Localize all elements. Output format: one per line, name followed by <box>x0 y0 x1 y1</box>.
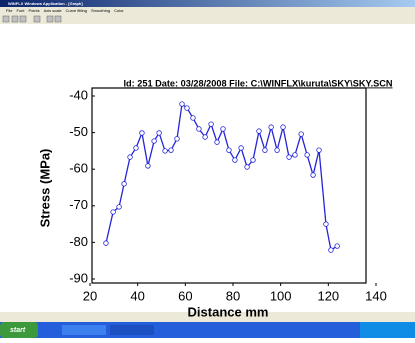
tool-button[interactable] <box>11 15 19 23</box>
data-point <box>323 221 329 227</box>
x-tick-label: 100 <box>270 288 292 303</box>
data-point <box>151 138 157 144</box>
data-point <box>110 209 116 215</box>
data-point <box>220 126 226 132</box>
start-label: start <box>10 327 26 334</box>
y-tick-label: -60 <box>69 161 88 176</box>
data-point <box>121 181 127 187</box>
window-title: WINFLX Windows Application - [Graph] <box>8 1 83 6</box>
data-point <box>328 247 334 253</box>
y-tick-label: -80 <box>69 234 88 249</box>
data-point <box>316 147 322 153</box>
title-bar <box>0 0 415 7</box>
data-point <box>103 240 109 246</box>
data-point <box>262 147 268 153</box>
menu-bar <box>0 7 415 14</box>
data-point <box>244 164 250 170</box>
data-point <box>292 152 298 158</box>
data-point <box>274 147 280 153</box>
data-point <box>286 154 292 160</box>
x-tick-label: 40 <box>130 288 144 303</box>
plot-frame <box>91 87 367 284</box>
task-button[interactable] <box>62 325 106 335</box>
data-point <box>226 147 232 153</box>
data-point <box>298 131 304 137</box>
menu-item[interactable]: File <box>6 8 13 13</box>
data-point <box>304 152 310 158</box>
y-tick-label: -70 <box>69 197 88 212</box>
tool-button[interactable] <box>33 15 41 23</box>
menu-item[interactable]: Font <box>16 8 25 13</box>
data-point <box>256 128 262 134</box>
x-tick-label: 60 <box>178 288 192 303</box>
data-point <box>174 136 180 142</box>
data-point <box>139 130 145 136</box>
data-point <box>190 115 196 121</box>
data-point <box>250 157 256 163</box>
tray <box>360 322 415 338</box>
data-point <box>196 126 202 132</box>
menu-item[interactable]: Smoothing <box>91 8 110 13</box>
tool-button[interactable] <box>54 15 62 23</box>
menu-item[interactable]: Color <box>114 8 124 13</box>
y-tick-label: -50 <box>69 124 88 139</box>
tool-button[interactable] <box>2 15 10 23</box>
data-point <box>214 139 220 145</box>
y-axis-label: Stress (MPa) <box>37 149 52 228</box>
data-point <box>202 134 208 140</box>
data-point <box>116 204 122 210</box>
data-point <box>208 121 214 127</box>
y-tick-label: -90 <box>69 270 88 285</box>
data-point <box>268 124 274 130</box>
data-point <box>127 154 133 160</box>
start-button[interactable] <box>0 322 38 338</box>
y-tick-label: -40 <box>69 87 88 102</box>
x-axis-label: Distance mm <box>188 304 269 319</box>
x-tick-label: 80 <box>226 288 240 303</box>
menu-item[interactable]: Points <box>28 8 39 13</box>
data-point <box>162 148 168 154</box>
x-tick-label: 140 <box>365 288 387 303</box>
data-line <box>105 102 338 252</box>
menu-item[interactable]: Curve fitting <box>66 8 87 13</box>
task-button[interactable] <box>110 325 154 335</box>
data-point <box>133 145 139 151</box>
data-point <box>232 157 238 163</box>
data-point <box>168 147 174 153</box>
data-point <box>184 105 190 111</box>
chart-title: Id: 251 Date: 03/28/2008 File: C:\WINFLX… <box>123 78 392 88</box>
menu-item[interactable]: Axis scale <box>44 8 63 13</box>
status-bar <box>0 312 415 322</box>
data-point <box>156 130 162 136</box>
toolbar <box>0 14 415 24</box>
tool-button[interactable] <box>19 15 27 23</box>
tool-button[interactable] <box>46 15 54 23</box>
data-point <box>310 172 316 178</box>
data-point <box>145 163 151 169</box>
data-point <box>238 145 244 151</box>
data-point <box>179 101 185 107</box>
x-tick-label: 120 <box>317 288 339 303</box>
data-point <box>280 124 286 130</box>
x-tick-label: 20 <box>83 288 97 303</box>
data-point <box>334 243 340 249</box>
